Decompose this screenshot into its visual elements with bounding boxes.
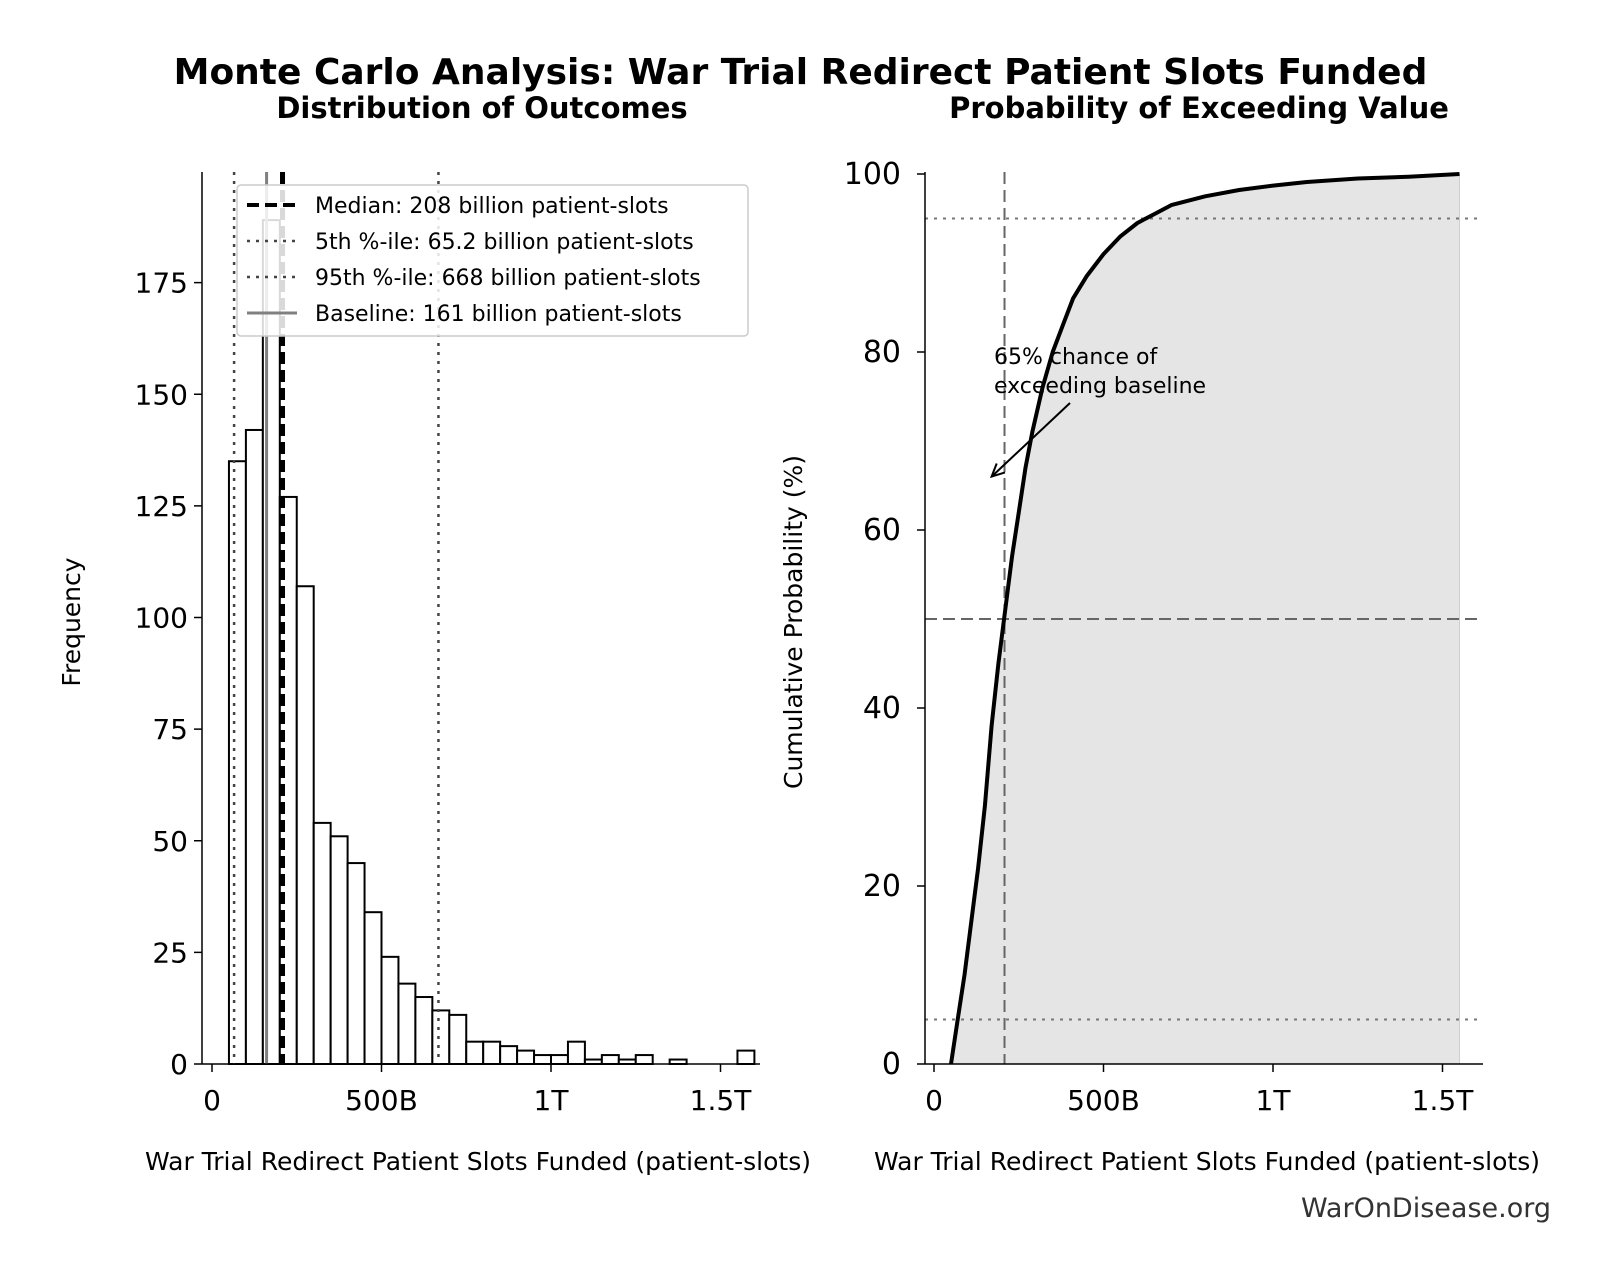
legend-label: Median: 208 billion patient-slots xyxy=(315,194,669,219)
histogram-y-tick-label: 50 xyxy=(152,825,188,858)
watermark: WarOnDisease.org xyxy=(1300,1193,1551,1224)
cdf-chart: Probability of Exceeding Value Cumulativ… xyxy=(779,91,1540,1176)
histogram-x-tick-label: 1.5T xyxy=(690,1084,753,1117)
histogram-bar xyxy=(227,460,247,1066)
histogram-bar xyxy=(380,955,400,1066)
histogram-bar xyxy=(634,1054,654,1065)
histogram-bar xyxy=(431,1009,451,1065)
histogram-y-ticks: 0 25 50 75 100 125 150 175 xyxy=(135,267,202,1081)
histogram-bar xyxy=(482,1040,502,1066)
histogram-y-label: Frequency xyxy=(57,557,86,686)
cdf-y-tick-label: 80 xyxy=(863,335,901,370)
histogram-title: Distribution of Outcomes xyxy=(276,91,687,125)
histogram-x-tick-label: 0 xyxy=(203,1084,221,1117)
histogram-bar xyxy=(736,1049,756,1065)
histogram-x-ticks: 0 500B 1T 1.5T xyxy=(203,1064,752,1117)
histogram-bar xyxy=(346,862,366,1066)
legend-label: 5th %-ile: 65.2 billion patient-slots xyxy=(315,230,694,255)
histogram-bar xyxy=(550,1054,569,1065)
annotation-text-line1: 65% chance of xyxy=(994,345,1158,370)
legend-label: Baseline: 161 billion patient-slots xyxy=(315,302,682,327)
histogram-x-tick-label: 500B xyxy=(345,1084,418,1117)
cdf-y-tick-label: 100 xyxy=(844,157,901,192)
histogram-bar xyxy=(244,428,264,1066)
histogram-bar xyxy=(363,911,383,1065)
cdf-x-ticks: 0 500B 1T 1.5T xyxy=(925,1064,1474,1117)
cdf-annotation: 65% chance of exceeding baseline xyxy=(989,345,1206,479)
histogram-y-tick-label: 150 xyxy=(135,378,188,411)
histogram-bar xyxy=(329,835,349,1065)
histogram-y-tick-label: 175 xyxy=(135,267,188,300)
histogram-bar xyxy=(465,1040,485,1066)
cdf-y-tick-label: 20 xyxy=(863,869,901,904)
cdf-x-tick-label: 1T xyxy=(1256,1084,1292,1117)
histogram-y-tick-label: 25 xyxy=(152,936,188,969)
histogram-y-tick-label: 100 xyxy=(135,602,188,635)
cdf-line xyxy=(949,172,1460,1065)
histogram-bar xyxy=(278,495,298,1065)
cdf-y-ticks: 0 20 40 60 80 100 xyxy=(844,157,925,1082)
legend-label: 95th %-ile: 668 billion patient-slots xyxy=(315,266,701,291)
annotation-text-line2: exceeding baseline xyxy=(994,374,1206,399)
cdf-x-tick-label: 0 xyxy=(925,1084,943,1117)
cdf-title: Probability of Exceeding Value xyxy=(949,91,1449,125)
cdf-x-tick-label: 1.5T xyxy=(1412,1084,1475,1117)
legend-frame xyxy=(236,184,749,337)
histogram-bar xyxy=(566,1040,586,1066)
histogram-chart: Distribution of Outcomes Frequency War T… xyxy=(57,91,811,1176)
histogram-y-tick-label: 125 xyxy=(135,490,188,523)
cdf-y-tick-label: 60 xyxy=(863,513,901,548)
cdf-x-label: War Trial Redirect Patient Slots Funded … xyxy=(874,1147,1540,1176)
histogram-bar xyxy=(295,585,315,1065)
cdf-y-tick-label: 40 xyxy=(863,691,901,726)
histogram-bar xyxy=(600,1054,620,1065)
annotation-arrow xyxy=(990,402,1071,478)
histogram-bars xyxy=(227,219,756,1066)
histogram-bar xyxy=(312,821,332,1066)
histogram-y-tick-label: 75 xyxy=(152,713,188,746)
histogram-bar xyxy=(414,996,434,1066)
legend-items: Median: 208 billion patient-slots 5th %-i… xyxy=(247,194,701,327)
histogram-bar xyxy=(533,1054,552,1065)
histogram-legend: Median: 208 billion patient-slots 5th %-i… xyxy=(236,184,749,337)
histogram-x-label: War Trial Redirect Patient Slots Funded … xyxy=(145,1147,811,1176)
annotation-arrowhead xyxy=(989,463,1006,479)
histogram-bar xyxy=(516,1049,536,1065)
histogram-bar xyxy=(397,982,417,1066)
cdf-x-tick-label: 500B xyxy=(1067,1084,1140,1117)
histogram-bar xyxy=(448,1013,468,1066)
histogram-y-tick-label: 0 xyxy=(170,1048,188,1081)
cdf-y-tick-label: 0 xyxy=(882,1047,901,1082)
cdf-reference-lines xyxy=(925,172,1483,1064)
histogram-x-tick-label: 1T xyxy=(534,1084,570,1117)
figure-title: Monte Carlo Analysis: War Trial Redirect… xyxy=(173,52,1428,93)
cdf-y-label: Cumulative Probability (%) xyxy=(779,455,808,789)
histogram-bar xyxy=(499,1045,519,1066)
